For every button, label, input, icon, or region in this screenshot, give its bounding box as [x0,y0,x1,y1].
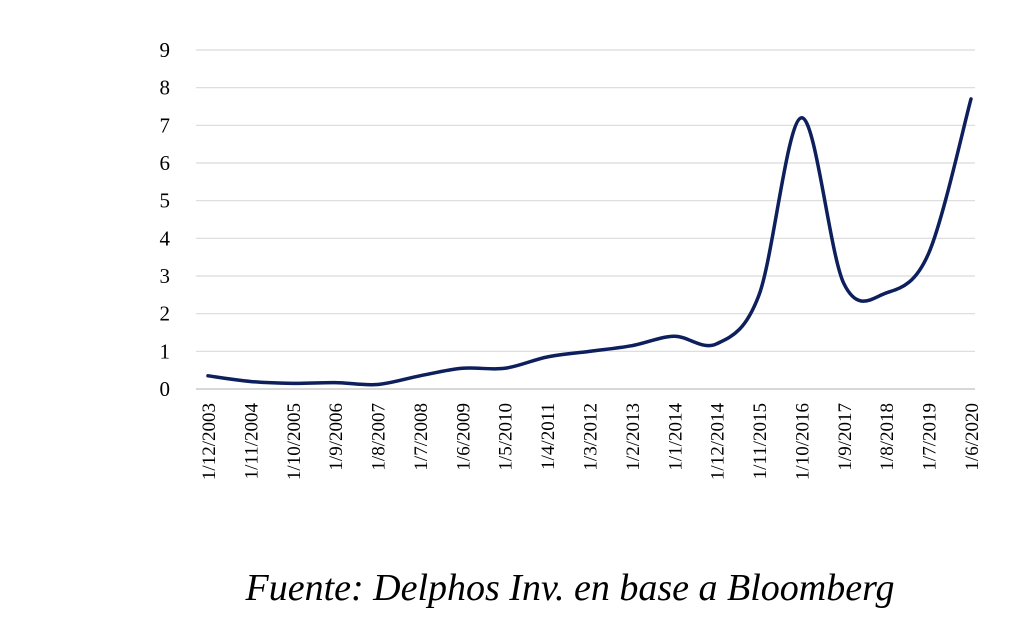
source-note: Fuente: Delphos Inv. en base a Bloomberg [245,567,895,609]
y-tick-label: 9 [160,38,171,62]
x-tick-label: 1/9/2006 [326,403,347,471]
gridlines [196,49,975,352]
x-tick-label: 1/8/2018 [877,403,898,471]
y-tick-label: 8 [160,76,171,100]
x-tick-label: 1/5/2010 [496,403,517,471]
y-tick-label: 3 [160,264,171,288]
y-axis-ticks: 0 1 2 3 4 5 6 7 8 9 [160,38,171,401]
x-tick-label: 1/12/2014 [708,403,729,481]
y-tick-label: 1 [160,339,171,363]
x-tick-label: 1/1/2014 [665,403,686,471]
y-tick-label: 7 [160,113,171,137]
x-tick-label: 1/3/2012 [581,403,602,471]
y-tick-label: 6 [160,151,171,175]
x-tick-label: 1/9/2017 [835,403,856,471]
x-tick-label: 1/10/2016 [792,403,813,480]
x-tick-label: 1/12/2003 [199,403,220,480]
x-tick-label: 1/11/2004 [241,403,262,480]
series-line [206,97,973,387]
x-tick-label: 1/7/2019 [920,403,941,471]
x-tick-label: 1/11/2015 [750,403,771,479]
x-tick-label: 1/8/2007 [369,403,390,471]
y-tick-label: 4 [160,226,171,250]
x-tick-label: 1/6/2009 [453,403,474,471]
y-tick-label: 0 [160,377,171,401]
y-tick-label: 2 [160,302,171,326]
y-tick-label: 5 [160,189,171,213]
x-tick-label: 1/4/2011 [538,403,559,470]
x-tick-label: 1/7/2008 [411,403,432,471]
x-axis-ticks: 1/12/2003 1/11/2004 1/10/2005 1/9/2006 1/8/2… [199,403,983,481]
x-tick-label: 1/6/2020 [962,403,983,471]
x-tick-label: 1/2/2013 [623,403,644,471]
x-tick-label: 1/10/2005 [284,403,305,480]
